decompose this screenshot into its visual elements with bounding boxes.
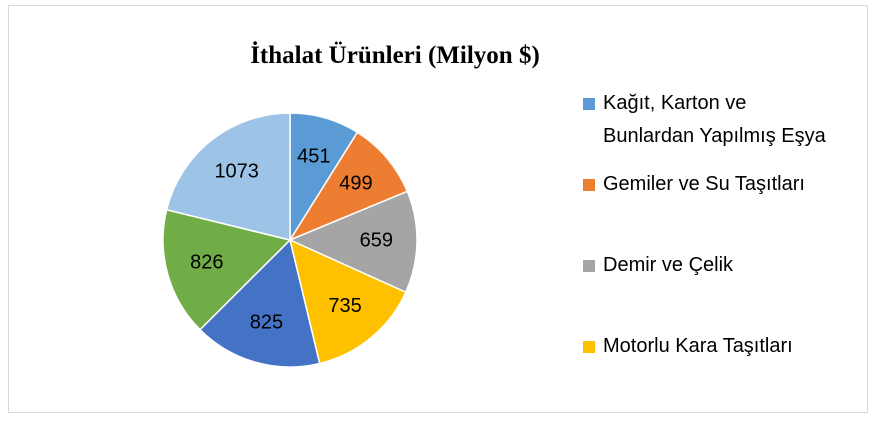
slice-label: 826 xyxy=(190,251,223,273)
legend-label: Gemiler ve Su Taşıtları xyxy=(603,173,805,195)
slice-label: 659 xyxy=(360,230,393,252)
pie-slice xyxy=(165,112,291,241)
legend-label: Demir ve Çelik xyxy=(603,254,734,276)
legend-swatch xyxy=(583,341,595,353)
legend-swatch xyxy=(583,260,595,272)
slice-label: 499 xyxy=(339,172,372,194)
chart-title: İthalat Ürünleri (Milyon $) xyxy=(250,41,540,69)
pie-slice xyxy=(198,238,321,368)
legend-label: Motorlu Kara Taşıtları xyxy=(603,335,793,357)
legend-swatch xyxy=(583,179,595,191)
pie-slice xyxy=(162,208,292,331)
pie-slice xyxy=(288,238,407,365)
slice-label: 451 xyxy=(297,145,330,167)
pie-slice xyxy=(288,131,409,242)
slice-label: 735 xyxy=(328,295,361,317)
legend-label: Kağıt, Karton ve Bunlardan Yapılmış Eşya xyxy=(603,92,826,147)
slice-label: 1073 xyxy=(214,160,259,182)
slice-label: 825 xyxy=(250,311,283,333)
pie-slice xyxy=(288,190,418,294)
chart-frame xyxy=(8,5,868,413)
legend-swatch xyxy=(583,98,595,110)
